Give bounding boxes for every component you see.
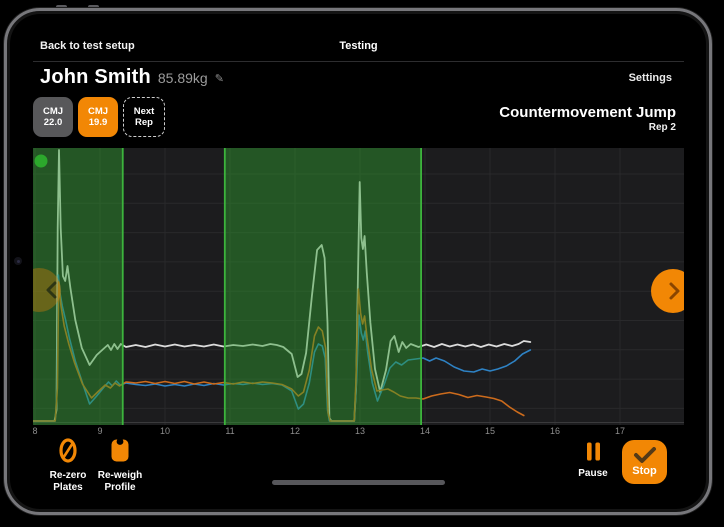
rep-chip-list: CMJ 22.0 CMJ 19.9 Next Rep (33, 97, 165, 137)
rep-number: Rep 2 (648, 122, 676, 133)
stop-button[interactable]: Stop (622, 440, 667, 484)
x-tick-label: 13 (354, 426, 365, 436)
settings-button[interactable]: Settings (628, 72, 672, 84)
chart-x-axis: 8 9 10 11 12 13 14 15 16 17 (33, 426, 684, 438)
volume-button-2 (88, 5, 99, 10)
rep-chip-1-value: 22.0 (43, 117, 63, 128)
x-tick-label: 15 (484, 426, 495, 436)
x-tick-label: 12 (289, 426, 300, 436)
scale-icon (111, 438, 129, 462)
athlete-name: John Smith (40, 66, 151, 88)
rezero-label-line1: Re-zero (49, 470, 87, 481)
force-trace-chart (33, 148, 684, 425)
x-tick-label: 11 (225, 426, 235, 436)
topbar-divider (33, 61, 684, 62)
back-to-test-setup-button[interactable]: Back to test setup (40, 40, 135, 52)
trace-left-plate (33, 274, 532, 422)
scroll-left-button[interactable] (33, 268, 61, 312)
checkmark-icon (633, 447, 656, 463)
chevron-left-icon (46, 281, 57, 299)
x-tick-label: 9 (97, 426, 103, 436)
rep-chip-1[interactable]: CMJ 22.0 (33, 97, 73, 137)
tablet-bezel (4, 8, 712, 515)
chevron-right-icon (669, 282, 680, 300)
slashed-zero-icon (59, 438, 77, 463)
edit-weight-icon[interactable]: ✎ (214, 73, 224, 85)
rep-highlight-band (33, 148, 123, 425)
next-rep-chip-line1: Next (133, 105, 155, 117)
next-rep-chip[interactable]: Next Rep (123, 97, 165, 137)
front-camera (14, 257, 22, 265)
reweigh-profile-button[interactable]: Re-weigh Profile (92, 438, 148, 493)
recording-indicator-dot (34, 154, 48, 168)
volume-button-1 (56, 5, 67, 10)
x-tick-label: 14 (419, 426, 430, 436)
reweigh-label-line1: Re-weigh (97, 470, 143, 481)
rep-chip-2-active[interactable]: CMJ 19.9 (78, 97, 118, 137)
pause-label: Pause (578, 468, 608, 479)
athlete-weight: 85.89kg (157, 70, 208, 86)
x-tick-label: 8 (33, 426, 38, 436)
stop-label: Stop (632, 465, 657, 477)
athlete-header: John Smith 85.89kg ✎ (40, 66, 224, 89)
rezero-plates-button[interactable]: Re-zero Plates (40, 438, 96, 493)
test-name: Countermovement Jump (499, 104, 676, 121)
screen-title: Testing (339, 40, 378, 52)
pause-button[interactable]: Pause (565, 442, 621, 480)
reweigh-label-line2: Profile (104, 481, 136, 493)
rezero-label-line2: Plates (53, 481, 83, 493)
trace-right-plate (33, 281, 525, 422)
rep-highlight-band (224, 148, 422, 425)
pause-icon (586, 442, 600, 461)
x-tick-label: 17 (614, 426, 625, 436)
rep-chip-1-type: CMJ (42, 105, 64, 117)
x-tick-label: 16 (549, 426, 560, 436)
scroll-right-button[interactable] (651, 269, 684, 313)
trace-total-force (33, 149, 532, 422)
rep-chip-2-value: 19.9 (88, 117, 108, 128)
x-tick-label: 10 (159, 426, 170, 436)
home-indicator[interactable] (272, 480, 445, 485)
test-header: Countermovement Jump Rep 2 (499, 104, 676, 133)
next-rep-chip-line2: Rep (135, 117, 153, 128)
rep-chip-2-type: CMJ (87, 105, 109, 117)
app-screen: Back to test setup Testing John Smith 85… (33, 20, 684, 505)
